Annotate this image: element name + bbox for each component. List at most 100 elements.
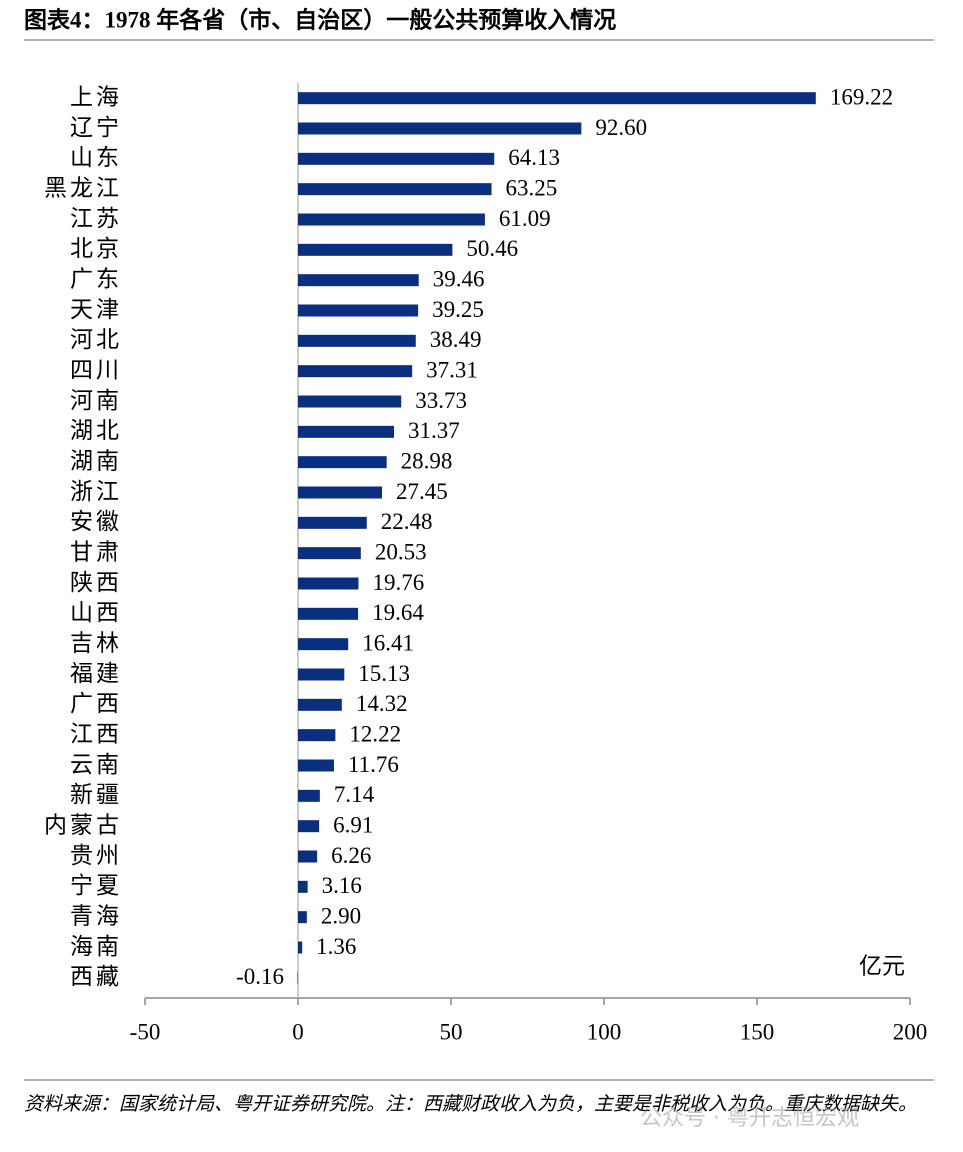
bar xyxy=(298,395,402,408)
y-tick-label: 江苏 xyxy=(70,206,122,231)
y-tick-label: 四川 xyxy=(70,357,122,382)
y-tick-label: 广西 xyxy=(70,691,122,716)
value-label: 37.31 xyxy=(426,357,478,382)
value-label: 50.46 xyxy=(466,236,518,261)
y-tick-label: 河北 xyxy=(70,327,122,352)
y-tick-label: 湖北 xyxy=(70,418,122,443)
value-label: 38.49 xyxy=(430,327,482,352)
value-label: 28.98 xyxy=(401,448,453,473)
y-tick-label: 黑龙江 xyxy=(44,175,122,200)
y-tick-label: 西藏 xyxy=(70,964,122,989)
y-tick-label: 湖南 xyxy=(70,448,122,473)
value-label: 6.91 xyxy=(333,812,373,837)
y-tick-label: 新疆 xyxy=(70,782,122,807)
y-tick-label: 贵州 xyxy=(70,843,122,868)
bar xyxy=(298,547,361,560)
value-label: 6.26 xyxy=(331,843,371,868)
y-tick-label: 甘肃 xyxy=(70,539,122,564)
value-label: 39.46 xyxy=(433,266,485,291)
x-tick-label: 200 xyxy=(893,1019,928,1044)
y-tick-label: 青海 xyxy=(70,903,122,928)
bar xyxy=(298,759,334,772)
bar xyxy=(298,638,349,651)
bar xyxy=(298,334,416,347)
x-tick-label: 0 xyxy=(292,1019,304,1044)
x-tick-label: 100 xyxy=(587,1019,622,1044)
y-tick-label: 辽宁 xyxy=(70,115,122,140)
bar xyxy=(298,425,394,438)
bar xyxy=(298,274,419,287)
value-label: 63.25 xyxy=(506,175,558,200)
y-tick-label: 上海 xyxy=(70,84,122,109)
y-tick-label: 安徽 xyxy=(70,509,122,534)
value-label: 19.76 xyxy=(372,570,424,595)
y-tick-label: 江西 xyxy=(70,721,122,746)
bar xyxy=(298,941,303,954)
bar xyxy=(298,243,453,256)
y-tick-label: 山东 xyxy=(70,145,122,170)
y-tick-label: 河南 xyxy=(70,388,122,413)
source-note: 资料来源：国家统计局、粤开证券研究院。注：西藏财政收入为负，主要是非税收入为负。… xyxy=(24,1094,918,1115)
value-label: 39.25 xyxy=(432,297,484,322)
bar xyxy=(298,911,307,924)
watermark: 公众号 · 粤开志恒宏观 xyxy=(640,1106,859,1131)
bar xyxy=(298,729,336,742)
y-tick-label: 北京 xyxy=(70,236,122,261)
bar xyxy=(298,789,320,802)
x-tick-label: 150 xyxy=(740,1019,775,1044)
value-label: 11.76 xyxy=(348,752,399,777)
value-label: 19.64 xyxy=(372,600,424,625)
y-tick-label: 广东 xyxy=(70,266,122,291)
y-tick-label: 浙江 xyxy=(70,479,122,504)
bar xyxy=(298,577,359,590)
value-label: 7.14 xyxy=(334,782,375,807)
value-label: 31.37 xyxy=(408,418,460,443)
value-label: 14.32 xyxy=(356,691,408,716)
bar xyxy=(298,698,342,711)
bar xyxy=(298,122,582,135)
bar xyxy=(298,516,367,529)
value-label: 12.22 xyxy=(349,721,401,746)
unit-label: 亿元 xyxy=(859,953,905,978)
bar xyxy=(298,456,387,469)
value-label: 22.48 xyxy=(381,509,433,534)
bar xyxy=(298,213,485,226)
y-tick-label: 天津 xyxy=(70,297,122,322)
y-tick-label: 吉林 xyxy=(70,630,122,655)
value-label: 1.36 xyxy=(316,934,356,959)
x-tick-label: -50 xyxy=(130,1019,161,1044)
value-label: 92.60 xyxy=(595,115,647,140)
bar xyxy=(298,850,318,863)
value-label: 2.90 xyxy=(321,903,361,928)
bar xyxy=(298,304,419,317)
y-tick-label: 云南 xyxy=(70,752,122,777)
bar xyxy=(298,668,345,681)
value-label: 3.16 xyxy=(322,873,362,898)
y-tick-label: 内蒙古 xyxy=(44,812,122,837)
value-label: 15.13 xyxy=(358,661,410,686)
bar xyxy=(298,486,382,499)
value-label: 27.45 xyxy=(396,479,448,504)
bar xyxy=(298,183,492,196)
bar xyxy=(298,880,308,893)
bar xyxy=(298,152,495,165)
bar xyxy=(298,92,816,105)
y-tick-label: 福建 xyxy=(70,661,122,686)
y-tick-label: 宁夏 xyxy=(70,873,122,898)
value-label: 61.09 xyxy=(499,206,551,231)
x-tick-label: 50 xyxy=(440,1019,463,1044)
value-label: 33.73 xyxy=(415,388,467,413)
y-tick-label: 陕西 xyxy=(70,570,122,595)
bar xyxy=(298,607,359,620)
bar xyxy=(298,820,320,833)
value-label: 16.41 xyxy=(362,630,414,655)
value-label: 64.13 xyxy=(508,145,560,170)
chart-title: 图表4：1978 年各省（市、自治区）一般公共预算收入情况 xyxy=(24,6,616,32)
bar xyxy=(298,365,413,378)
y-tick-label: 海南 xyxy=(70,934,122,959)
value-label: 169.22 xyxy=(830,84,893,109)
y-tick-label: 山西 xyxy=(70,600,122,625)
value-label: -0.16 xyxy=(236,964,284,989)
